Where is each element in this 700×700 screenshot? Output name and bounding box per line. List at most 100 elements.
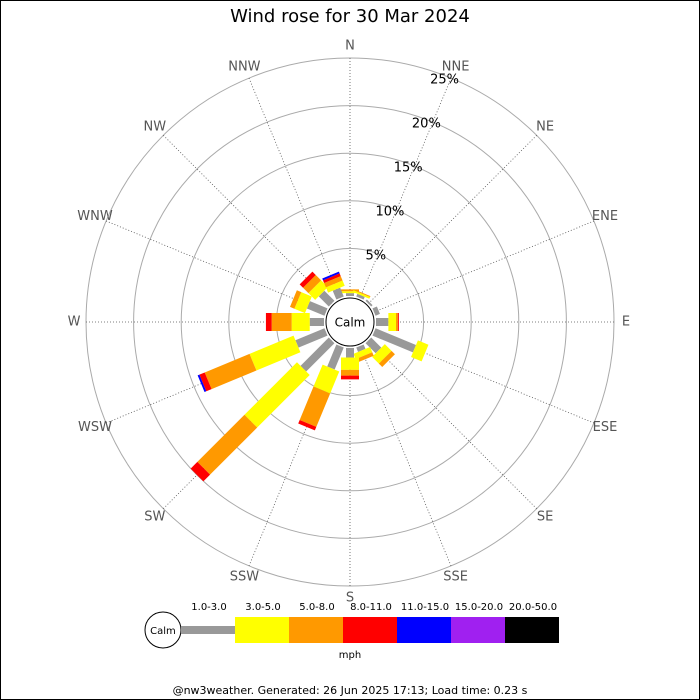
wind-bar <box>265 313 272 331</box>
wind-bar <box>372 328 417 353</box>
spoke <box>248 77 341 299</box>
direction-label: SSW <box>230 569 260 584</box>
legend-swatch <box>343 617 397 643</box>
wind-bar <box>306 301 328 316</box>
legend-swatch <box>235 617 289 643</box>
wind-bar <box>324 276 343 288</box>
wind-bar <box>341 369 359 376</box>
wind-bar <box>341 357 359 370</box>
legend-label: 1.0-3.0 <box>191 602 226 613</box>
spoke <box>368 340 537 509</box>
spoke <box>359 77 452 299</box>
calm-label: Calm <box>335 316 366 330</box>
wind-bar <box>303 275 322 294</box>
legend-swatch <box>397 617 451 643</box>
direction-label: ESE <box>593 420 618 435</box>
chart-title: Wind rose for 30 Mar 2024 <box>230 6 470 27</box>
direction-label: SW <box>144 510 165 525</box>
wind-bar <box>244 362 310 428</box>
direction-label: N <box>345 39 355 54</box>
wind-bar <box>365 299 373 307</box>
wind-bar <box>299 386 331 427</box>
wind-bar <box>325 280 345 293</box>
legend-label: 15.0-20.0 <box>455 602 503 613</box>
legend-label: 3.0-5.0 <box>245 602 280 613</box>
bars <box>190 271 429 482</box>
wind-bar <box>388 313 396 331</box>
legend-label: 8.0-11.0 <box>350 602 392 613</box>
grid-ring <box>180 152 520 492</box>
wind-bar <box>197 414 258 475</box>
wind-bar <box>309 318 324 326</box>
legend-label: 20.0-50.0 <box>509 602 557 613</box>
direction-label: WNW <box>77 209 113 224</box>
wind-bar <box>322 271 340 281</box>
wind-bar <box>395 313 398 331</box>
wind-bar <box>356 293 365 300</box>
wind-bar <box>190 461 211 482</box>
legend-swatch <box>451 617 505 643</box>
wind-bar <box>199 372 212 392</box>
ticks: 5% 10% 15% 20% 25% <box>366 73 459 264</box>
wind-bar <box>355 352 374 363</box>
footer: @nw3weather. Generated: 26 Jun 2025 17:1… <box>173 684 528 697</box>
wind-bar <box>397 313 399 331</box>
r-tick-label: 5% <box>366 249 387 264</box>
r-tick-label: 20% <box>412 117 441 132</box>
legend-swatch <box>181 626 235 634</box>
wind-bar <box>299 271 316 288</box>
wind-bar <box>346 348 354 358</box>
direction-label: NW <box>144 119 167 134</box>
spoke <box>373 220 595 313</box>
direction-label: SSE <box>443 569 468 584</box>
wind-bar <box>356 344 366 352</box>
wind-bar <box>327 344 344 370</box>
grid-ring <box>228 200 472 444</box>
wind-bar <box>353 289 371 298</box>
legend-calm-label: Calm <box>150 626 176 637</box>
direction-label: W <box>68 315 81 330</box>
wind-bar <box>322 273 341 283</box>
wind-bar <box>372 306 380 316</box>
wind-bar <box>289 290 302 309</box>
legend-label: 5.0-8.0 <box>299 602 334 613</box>
wind-bar <box>300 337 335 372</box>
wind-bar <box>295 328 328 348</box>
direction-label: ENE <box>592 209 618 224</box>
direction-label: NNW <box>228 60 260 75</box>
direction-label: NNE <box>442 60 470 75</box>
wind-bar <box>249 335 301 371</box>
spoke <box>163 135 332 304</box>
wind-bar <box>298 419 317 431</box>
legend-swatch <box>289 617 343 643</box>
direction-label: SE <box>537 510 553 525</box>
spoke <box>368 135 537 304</box>
spoke <box>359 345 452 567</box>
wind-bar <box>271 313 292 331</box>
wind-bar <box>318 290 335 307</box>
wind-bar <box>365 337 382 354</box>
wind-bar <box>197 374 207 392</box>
direction-label: E <box>622 315 630 330</box>
wind-bar <box>291 313 310 331</box>
wind-bar <box>332 287 344 300</box>
wind-bar <box>378 350 395 367</box>
wind-bar <box>352 290 371 299</box>
legend-label: 11.0-15.0 <box>401 602 449 613</box>
legend-swatch <box>505 617 559 643</box>
wind-bar <box>372 344 392 364</box>
wind-bar <box>313 364 340 394</box>
r-tick-label: 25% <box>430 73 459 88</box>
r-tick-label: 15% <box>394 161 423 176</box>
calm-circle <box>325 297 375 347</box>
grid-ring <box>133 105 567 539</box>
wind-bar <box>376 318 389 326</box>
wind-bar <box>411 340 429 362</box>
wind-bar <box>308 280 328 300</box>
direction-label: S <box>346 591 354 606</box>
legend: Calm mph 1.0-3.0 3.0-5.0 5.0-8.0 8.0-11.0 11… <box>144 602 559 661</box>
wind-bar <box>204 353 257 390</box>
direction-label: NE <box>536 119 554 134</box>
wind-bar <box>353 346 373 360</box>
